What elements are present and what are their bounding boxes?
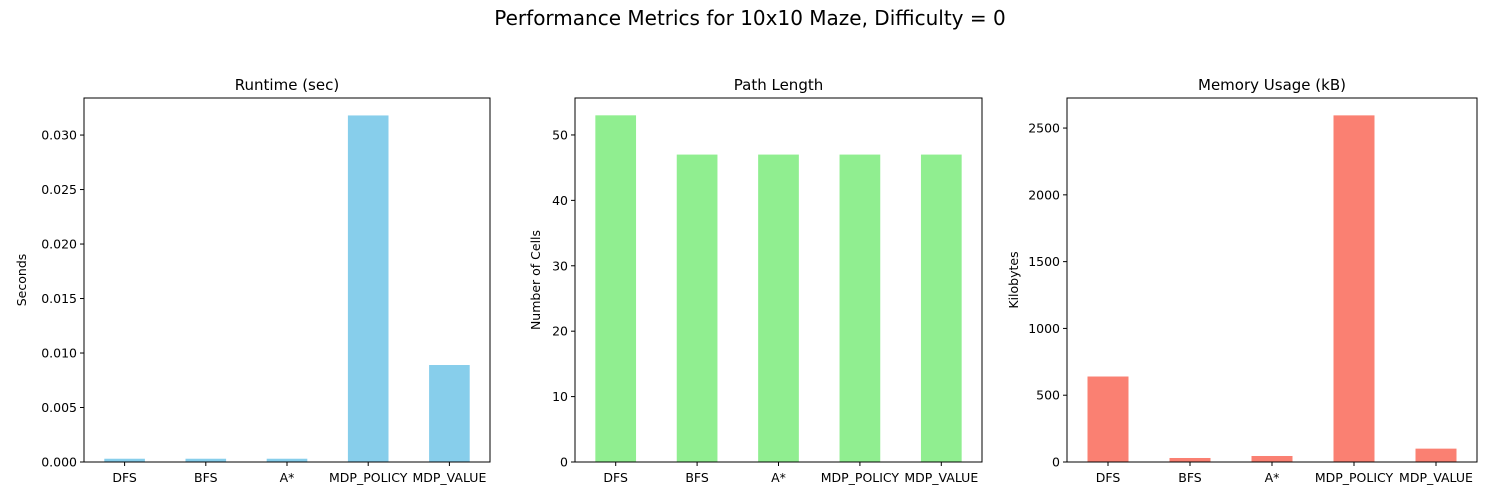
x-tick-label: MDP_POLICY bbox=[821, 470, 900, 485]
x-tick-label: A* bbox=[280, 470, 295, 485]
subplots-container: DFS BFS A* MDP_POLICY MDP_VALUE 0.000 0.005 0.0… bbox=[14, 76, 1478, 485]
x-tick-label: A* bbox=[1265, 470, 1280, 485]
bar-dfs bbox=[595, 115, 637, 462]
bar-mdp-value bbox=[1415, 448, 1457, 462]
bar-bfs bbox=[185, 458, 227, 462]
subplot-title: Memory Usage (kB) bbox=[1198, 76, 1346, 94]
y-tick-label: 1000 bbox=[1028, 321, 1060, 336]
bar-mdp-value bbox=[920, 154, 962, 462]
bar-mdp-policy bbox=[839, 154, 881, 462]
axes-frame bbox=[574, 97, 983, 463]
x-tick-label: MDP_VALUE bbox=[1399, 470, 1473, 485]
x-tick-label: DFS bbox=[1096, 470, 1121, 485]
y-tick-label: 50 bbox=[552, 127, 568, 142]
bar-dfs bbox=[104, 458, 145, 462]
x-tick-label: A* bbox=[771, 470, 786, 485]
y-tick-label: 0.000 bbox=[41, 455, 77, 470]
bar-a- bbox=[758, 154, 799, 462]
x-tick-label: BFS bbox=[685, 470, 709, 485]
bar-mdp-value bbox=[429, 365, 470, 462]
subplot-2: DFS BFS A* MDP_POLICY MDP_VALUE 0 10 20 30 40 50 Pa… bbox=[528, 76, 983, 485]
x-tick-label: DFS bbox=[603, 470, 628, 485]
bar-a- bbox=[266, 458, 308, 462]
y-axis-label: Number of Cells bbox=[528, 230, 543, 330]
axes-frame bbox=[1066, 97, 1478, 463]
y-tick-label: 0.005 bbox=[41, 400, 77, 415]
subplot-title: Path Length bbox=[734, 76, 823, 94]
y-tick-label: 0.010 bbox=[41, 346, 77, 361]
subplot-title: Runtime (sec) bbox=[235, 76, 339, 94]
y-axis-label: Seconds bbox=[14, 254, 29, 307]
x-tick-label: MDP_POLICY bbox=[329, 470, 408, 485]
y-tick-label: 20 bbox=[552, 324, 568, 339]
x-tick-label: MDP_VALUE bbox=[412, 470, 486, 485]
y-tick-label: 0 bbox=[560, 455, 568, 470]
x-tick-label: MDP_VALUE bbox=[904, 470, 978, 485]
figure-title: Performance Metrics for 10x10 Maze, Diff… bbox=[494, 6, 1005, 30]
y-tick-label: 500 bbox=[1036, 388, 1060, 403]
bar-bfs bbox=[676, 154, 718, 462]
x-tick-label: DFS bbox=[112, 470, 137, 485]
x-tick-label: BFS bbox=[194, 470, 218, 485]
bar-bfs bbox=[1169, 457, 1211, 462]
y-tick-label: 0.025 bbox=[41, 182, 77, 197]
y-tick-label: 30 bbox=[552, 258, 568, 273]
bar-a- bbox=[1251, 455, 1293, 462]
bar-mdp-policy bbox=[347, 115, 389, 462]
y-axis-label: Kilobytes bbox=[1006, 251, 1021, 308]
y-tick-label: 2500 bbox=[1028, 121, 1060, 136]
y-tick-label: 0.015 bbox=[41, 291, 77, 306]
y-tick-label: 1500 bbox=[1028, 254, 1060, 269]
bar-mdp-policy bbox=[1333, 115, 1375, 463]
y-tick-label: 40 bbox=[552, 193, 568, 208]
y-tick-label: 10 bbox=[552, 389, 568, 404]
x-tick-label: BFS bbox=[1178, 470, 1202, 485]
y-tick-label: 0.020 bbox=[41, 237, 77, 252]
bar-dfs bbox=[1087, 376, 1129, 462]
y-tick-label: 0 bbox=[1052, 455, 1060, 470]
x-tick-label: MDP_POLICY bbox=[1315, 470, 1394, 485]
y-tick-label: 0.030 bbox=[41, 128, 77, 143]
y-tick-label: 2000 bbox=[1028, 187, 1060, 202]
subplot-1: DFS BFS A* MDP_POLICY MDP_VALUE 0.000 0.005 0.0… bbox=[14, 76, 491, 485]
subplot-3: DFS BFS A* MDP_POLICY MDP_VALUE 0 500 1000 1500 2… bbox=[1006, 76, 1478, 485]
axes-frame bbox=[83, 97, 491, 463]
